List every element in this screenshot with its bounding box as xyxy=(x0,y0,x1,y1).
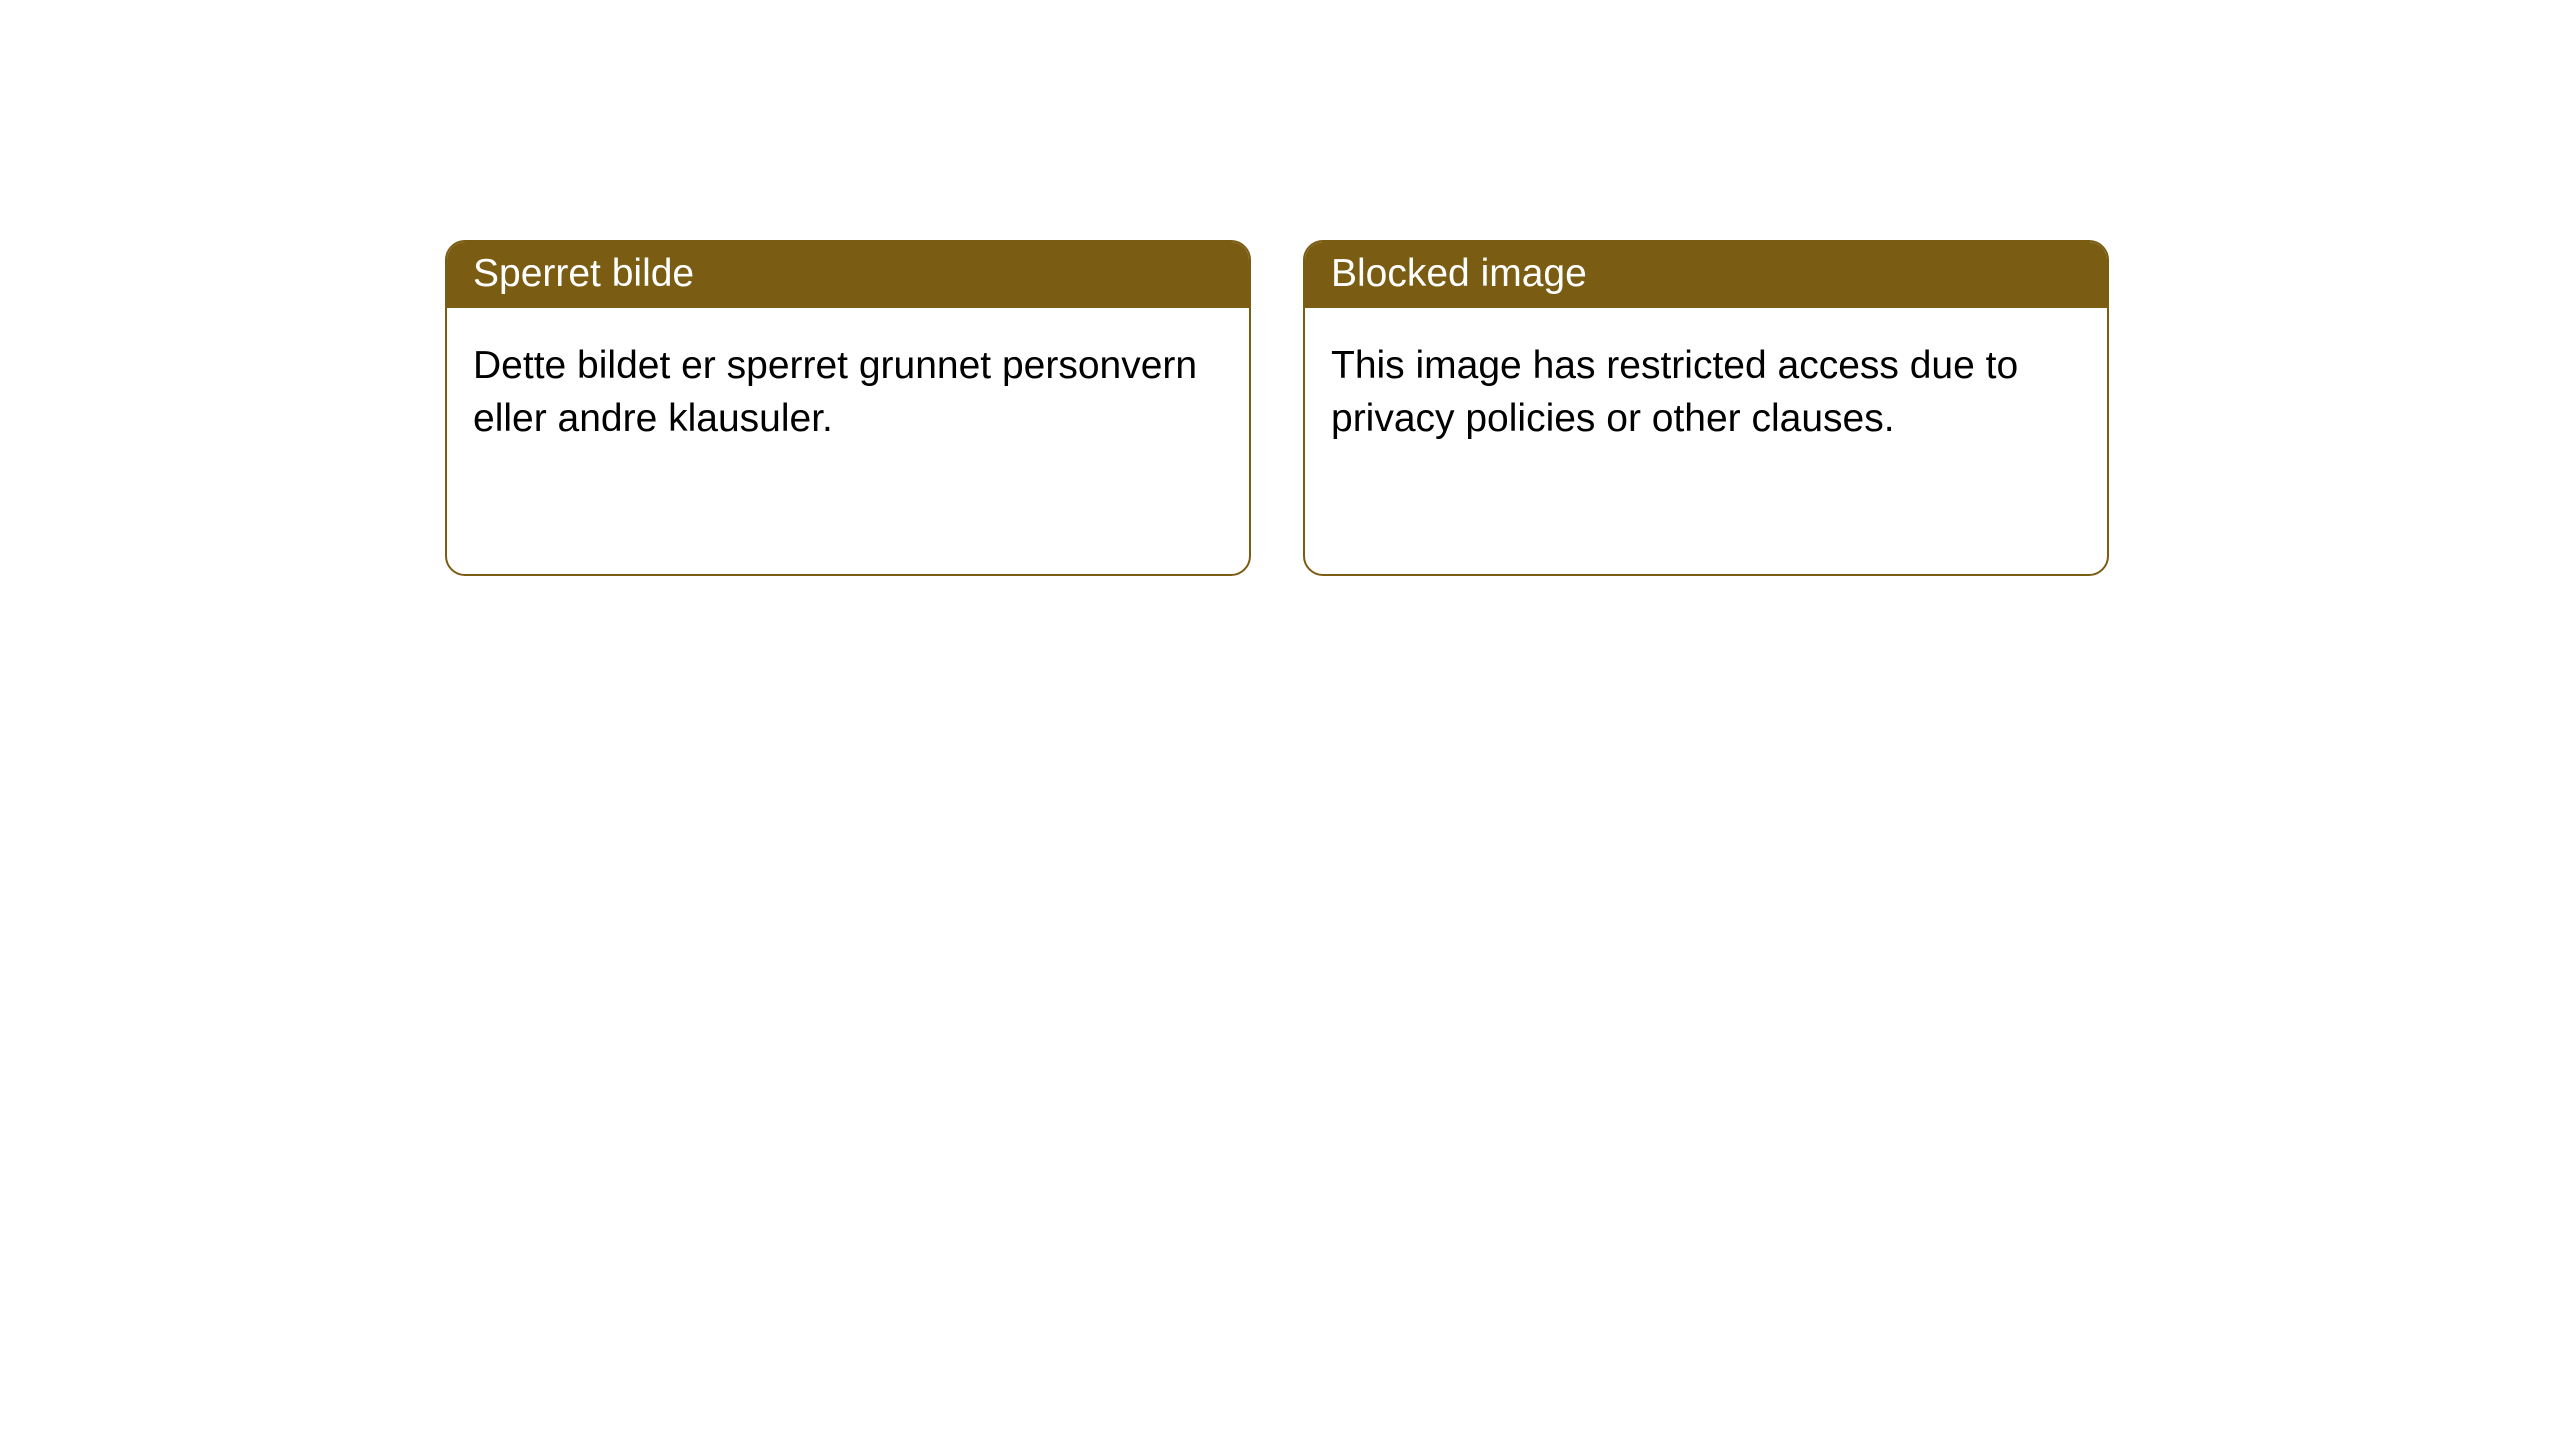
notice-title-en: Blocked image xyxy=(1305,242,2107,308)
notice-card-en: Blocked image This image has restricted … xyxy=(1303,240,2109,576)
notice-body-no: Dette bildet er sperret grunnet personve… xyxy=(447,308,1249,477)
notice-body-en: This image has restricted access due to … xyxy=(1305,308,2107,477)
notice-card-no: Sperret bilde Dette bildet er sperret gr… xyxy=(445,240,1251,576)
notice-title-no: Sperret bilde xyxy=(447,242,1249,308)
notice-container: Sperret bilde Dette bildet er sperret gr… xyxy=(445,240,2109,576)
